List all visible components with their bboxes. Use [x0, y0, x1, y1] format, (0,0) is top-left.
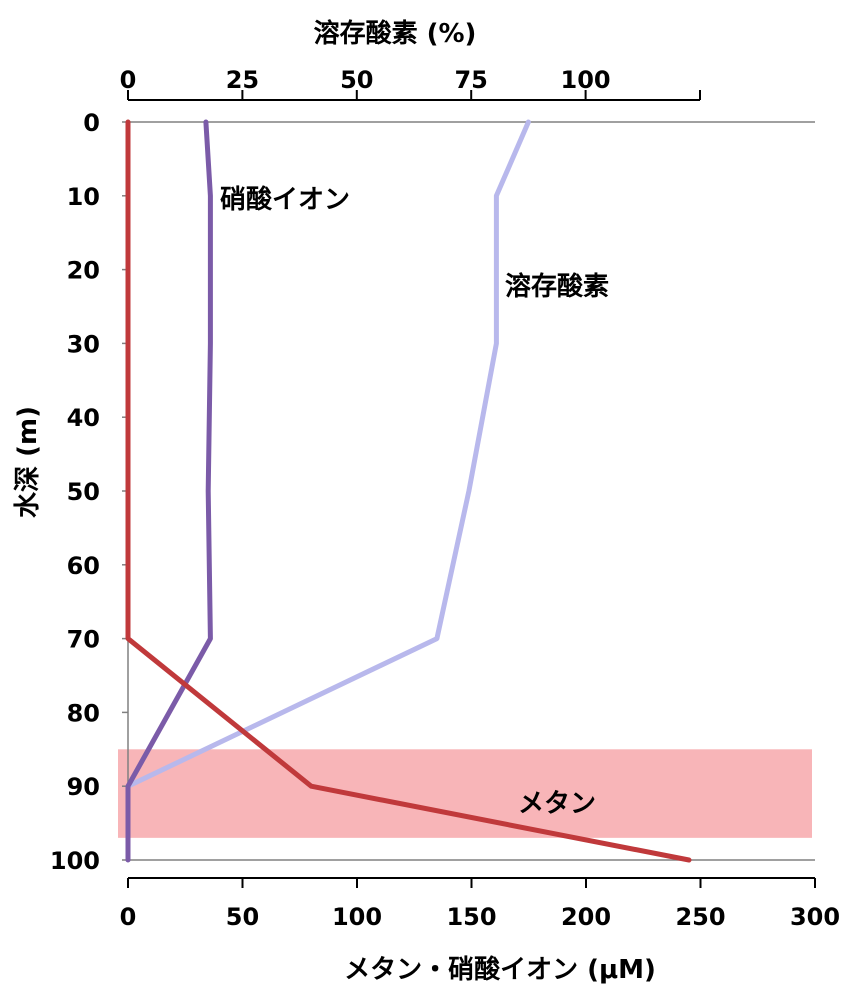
- series-label-nitrate: 硝酸イオン: [220, 185, 350, 215]
- x-bottom-tick-label: 300: [790, 903, 840, 931]
- y-axis-title: 水深 (m): [13, 406, 43, 518]
- y-tick-label: 30: [67, 330, 100, 358]
- series-label-oxygen: 溶存酸素: [505, 271, 609, 302]
- series-line-nitrate: [125, 119, 213, 863]
- y-tick-label: 40: [67, 404, 100, 432]
- x-top-tick-label: 25: [226, 66, 259, 94]
- highlight-band: [118, 749, 812, 838]
- y-tick-label: 100: [50, 847, 100, 875]
- x-bottom-tick-label: 0: [120, 903, 137, 931]
- x-top-tick-label: 100: [561, 66, 611, 94]
- y-tick-label: 60: [67, 552, 100, 580]
- x-bottom-tick-label: 50: [226, 903, 259, 931]
- x-bottom-axis-title: メタン・硝酸イオン (μM): [344, 955, 656, 985]
- x-top-axis-title: 溶存酸素 (%): [314, 18, 477, 49]
- y-tick-label: 0: [83, 109, 100, 137]
- x-bottom-tick-label: 100: [332, 903, 382, 931]
- x-bottom-tick-label: 200: [561, 903, 611, 931]
- x-top-tick-label: 0: [120, 66, 137, 94]
- y-tick-label: 10: [67, 183, 100, 211]
- x-bottom-tick-label: 250: [675, 903, 725, 931]
- series-line-methane: [125, 119, 692, 863]
- series-line-oxygen: [125, 119, 531, 789]
- y-tick-label: 90: [67, 773, 100, 801]
- y-tick-label: 70: [67, 626, 100, 654]
- x-top-tick-label: 75: [454, 66, 487, 94]
- x-bottom-tick-label: 150: [446, 903, 496, 931]
- y-tick-label: 80: [67, 699, 100, 727]
- x-top-tick-label: 50: [340, 66, 373, 94]
- y-tick-label: 50: [67, 478, 100, 506]
- series-label-methane: メタン: [518, 789, 596, 819]
- y-tick-label: 20: [67, 257, 100, 285]
